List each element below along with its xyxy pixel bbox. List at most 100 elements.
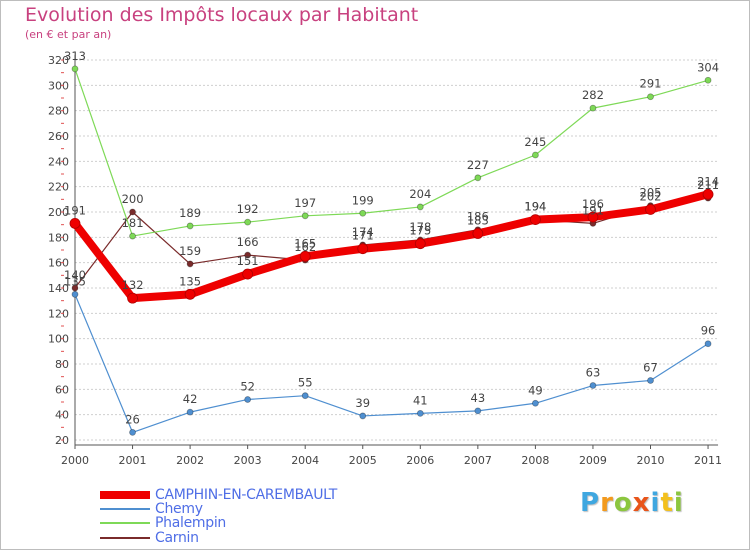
data-label: 245 — [524, 135, 546, 149]
legend-label: Phalempin — [155, 515, 226, 531]
data-point — [71, 65, 79, 73]
legend-item: Chemy — [100, 501, 203, 517]
data-point — [704, 76, 712, 84]
data-point — [416, 203, 424, 211]
legend-label: Carnin — [155, 530, 199, 546]
data-point — [532, 151, 539, 159]
y-tick-label: 260 — [48, 130, 69, 143]
data-label: 313 — [64, 49, 86, 63]
logo-letter: r — [600, 488, 614, 518]
data-label: 304 — [697, 60, 719, 74]
data-label: 41 — [413, 393, 428, 407]
data-label: 199 — [352, 193, 374, 207]
data-point — [127, 292, 138, 304]
data-point — [299, 250, 311, 262]
logo-letter: i — [650, 488, 661, 518]
data-label: 171 — [352, 229, 374, 243]
legend-item: CAMPHIN-EN-CAREMBAULT — [100, 487, 337, 503]
data-point — [301, 392, 309, 400]
data-label: 174 — [352, 225, 374, 239]
y-tick-label: 220 — [48, 181, 69, 194]
data-point — [244, 396, 252, 403]
data-label: 42 — [183, 392, 198, 406]
data-point — [129, 428, 136, 436]
data-label: 192 — [237, 202, 259, 216]
logo-letter: P — [580, 488, 601, 518]
data-label: 205 — [640, 186, 662, 200]
data-point — [242, 268, 254, 280]
legend-swatch — [100, 537, 150, 539]
data-label: 211 — [697, 178, 719, 192]
data-point — [530, 214, 541, 226]
data-point — [589, 382, 597, 389]
data-label: 52 — [240, 379, 255, 393]
data-label: 191 — [582, 203, 604, 217]
data-label: 186 — [467, 210, 489, 224]
y-tick-label: 300 — [48, 79, 69, 92]
data-point — [184, 288, 196, 300]
data-label: 162 — [294, 240, 316, 254]
data-point — [359, 209, 367, 217]
data-point — [414, 238, 426, 250]
y-tick-label: 320 — [48, 54, 69, 67]
data-point — [645, 204, 656, 215]
data-label: 132 — [122, 278, 144, 292]
x-tick-label: 2007 — [464, 454, 492, 467]
data-point — [186, 260, 194, 268]
data-point — [186, 408, 194, 416]
y-tick-label: 280 — [48, 105, 69, 118]
x-tick-label: 2001 — [119, 454, 147, 467]
data-point — [244, 218, 252, 226]
data-point — [244, 251, 252, 259]
data-label: 39 — [355, 396, 370, 410]
data-label: 165 — [294, 236, 316, 250]
data-label: 291 — [640, 77, 662, 91]
data-label: 194 — [524, 200, 546, 214]
data-label: 178 — [409, 220, 431, 234]
data-point — [472, 228, 484, 239]
data-point — [702, 188, 714, 200]
data-point — [129, 232, 136, 240]
chart-subtitle: (en € et par an) — [25, 28, 112, 41]
x-tick-label: 2011 — [694, 454, 722, 467]
data-label: 197 — [294, 196, 316, 210]
data-label: 63 — [586, 366, 601, 380]
data-point — [647, 93, 654, 101]
data-point — [474, 174, 482, 182]
data-label: 181 — [122, 216, 144, 230]
data-label: 55 — [298, 376, 313, 390]
data-label: 200 — [122, 192, 144, 206]
data-point — [129, 208, 136, 216]
x-tick-label: 2005 — [349, 454, 377, 467]
data-point — [359, 412, 367, 420]
data-point — [69, 217, 81, 229]
proxiti-logo: Proxiti — [580, 488, 684, 518]
x-tick-label: 2003 — [234, 454, 262, 467]
legend-swatch — [100, 522, 150, 524]
data-point — [71, 284, 79, 292]
legend-item: Carnin — [100, 530, 199, 546]
series-line-camphin-en-carembault — [71, 190, 713, 303]
logo-letter: o — [613, 488, 633, 518]
data-label: 282 — [582, 88, 604, 102]
data-label: 191 — [64, 203, 86, 217]
data-label: 135 — [64, 274, 86, 288]
legend-swatch — [100, 508, 150, 510]
data-label: 204 — [409, 187, 431, 201]
y-tick-label: 180 — [48, 231, 69, 244]
x-tick-label: 2002 — [176, 454, 204, 467]
legend-swatch — [100, 491, 150, 499]
data-point — [186, 222, 194, 230]
data-point — [71, 290, 79, 298]
data-label: 214 — [697, 174, 719, 188]
y-tick-label: 160 — [48, 257, 69, 270]
data-label: 49 — [528, 383, 543, 397]
data-point — [416, 409, 424, 417]
data-label: 189 — [179, 206, 201, 220]
y-tick-label: 120 — [48, 307, 69, 320]
y-tick-label: 100 — [48, 333, 69, 346]
data-label: 67 — [643, 360, 658, 374]
data-label: 43 — [471, 391, 486, 405]
